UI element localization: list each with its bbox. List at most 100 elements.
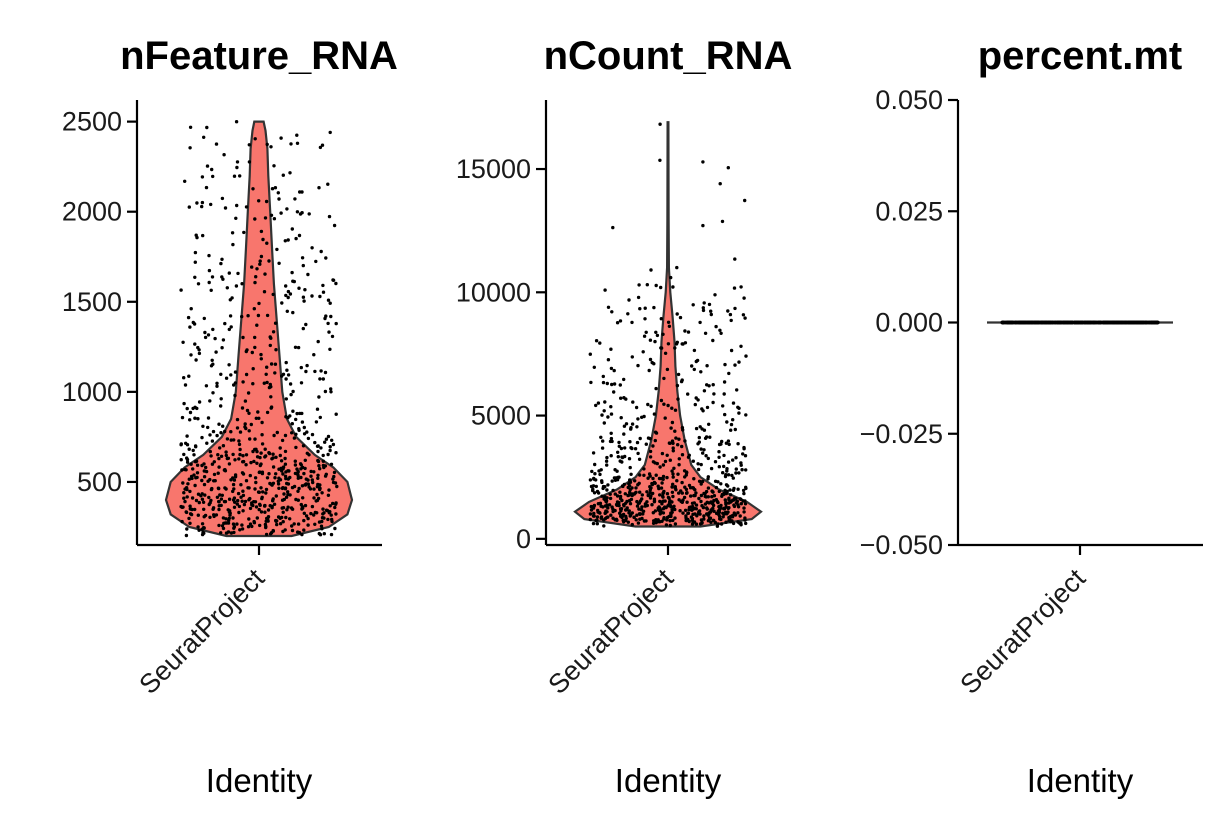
data-point bbox=[299, 475, 303, 480]
data-point bbox=[670, 406, 674, 410]
data-point bbox=[291, 279, 295, 283]
data-point bbox=[644, 330, 648, 334]
data-point bbox=[300, 484, 305, 488]
data-point bbox=[739, 285, 743, 289]
violin-layer bbox=[164, 120, 354, 538]
data-point bbox=[710, 495, 714, 499]
data-point bbox=[255, 516, 259, 520]
data-point bbox=[211, 507, 215, 511]
data-point bbox=[237, 442, 242, 447]
data-point bbox=[188, 521, 192, 525]
data-point bbox=[262, 290, 267, 294]
data-point bbox=[193, 275, 197, 279]
data-point bbox=[286, 477, 290, 481]
data-point bbox=[269, 395, 273, 399]
data-point bbox=[299, 467, 303, 471]
point-layer bbox=[1000, 320, 1160, 325]
data-point bbox=[211, 327, 215, 332]
data-point bbox=[244, 372, 249, 377]
data-point bbox=[648, 496, 653, 500]
data-point bbox=[323, 370, 328, 375]
data-point bbox=[216, 471, 220, 475]
data-point bbox=[258, 470, 262, 474]
data-point bbox=[1022, 320, 1027, 325]
data-point bbox=[742, 296, 746, 300]
data-point bbox=[324, 256, 328, 260]
data-point bbox=[241, 380, 245, 384]
data-point bbox=[706, 477, 710, 481]
data-point bbox=[608, 439, 613, 444]
data-point bbox=[324, 314, 328, 318]
data-point bbox=[312, 353, 316, 357]
data-point bbox=[635, 504, 640, 508]
data-point bbox=[714, 485, 719, 490]
data-point bbox=[1108, 320, 1112, 325]
data-point bbox=[206, 416, 211, 420]
data-point bbox=[720, 219, 725, 224]
data-point bbox=[662, 402, 666, 406]
data-point bbox=[194, 445, 198, 449]
chart-title: nCount_RNA bbox=[544, 34, 793, 78]
data-point bbox=[743, 316, 747, 320]
data-point bbox=[588, 517, 592, 522]
data-point bbox=[597, 511, 602, 515]
data-point bbox=[680, 378, 684, 382]
data-point bbox=[597, 469, 601, 473]
data-point bbox=[244, 463, 248, 467]
data-point bbox=[691, 486, 696, 490]
data-point bbox=[253, 335, 257, 340]
data-point bbox=[334, 512, 338, 516]
data-point bbox=[273, 371, 277, 375]
data-point bbox=[668, 523, 672, 528]
data-point bbox=[200, 463, 204, 468]
data-point bbox=[730, 515, 735, 519]
data-point bbox=[202, 316, 206, 321]
data-point bbox=[211, 429, 216, 434]
data-point bbox=[297, 286, 301, 290]
data-point bbox=[223, 321, 227, 326]
data-point bbox=[188, 410, 193, 415]
data-point bbox=[729, 318, 733, 323]
data-point bbox=[740, 468, 744, 472]
data-point bbox=[183, 383, 188, 387]
data-point bbox=[716, 509, 721, 513]
data-point bbox=[208, 477, 212, 482]
data-point bbox=[186, 482, 190, 486]
data-point bbox=[727, 515, 731, 520]
data-point bbox=[271, 456, 275, 460]
data-point bbox=[679, 489, 683, 493]
data-point bbox=[684, 514, 688, 518]
data-point bbox=[207, 495, 211, 500]
data-point bbox=[235, 417, 240, 422]
data-point bbox=[622, 424, 627, 428]
data-point bbox=[628, 440, 632, 444]
data-point bbox=[725, 420, 729, 424]
data-point bbox=[680, 342, 684, 346]
data-point bbox=[664, 523, 669, 527]
data-point bbox=[181, 340, 185, 344]
data-point bbox=[294, 497, 298, 502]
data-point bbox=[606, 305, 611, 309]
data-point bbox=[231, 498, 236, 502]
data-point bbox=[191, 467, 195, 471]
data-point bbox=[187, 447, 191, 451]
data-point bbox=[299, 365, 303, 370]
data-point bbox=[640, 415, 644, 419]
data-point bbox=[332, 470, 337, 475]
data-point bbox=[276, 479, 280, 483]
data-point bbox=[260, 442, 265, 446]
data-point bbox=[263, 510, 267, 514]
data-point bbox=[606, 506, 610, 510]
data-point bbox=[256, 410, 260, 414]
data-point bbox=[331, 442, 336, 447]
data-point bbox=[705, 364, 709, 368]
data-point bbox=[684, 470, 689, 474]
data-point bbox=[680, 426, 685, 430]
data-point bbox=[317, 464, 321, 468]
data-point bbox=[649, 268, 653, 272]
data-point bbox=[724, 502, 728, 506]
data-point bbox=[736, 511, 740, 515]
data-point bbox=[648, 437, 652, 441]
data-point bbox=[702, 448, 706, 452]
data-point bbox=[327, 330, 331, 334]
